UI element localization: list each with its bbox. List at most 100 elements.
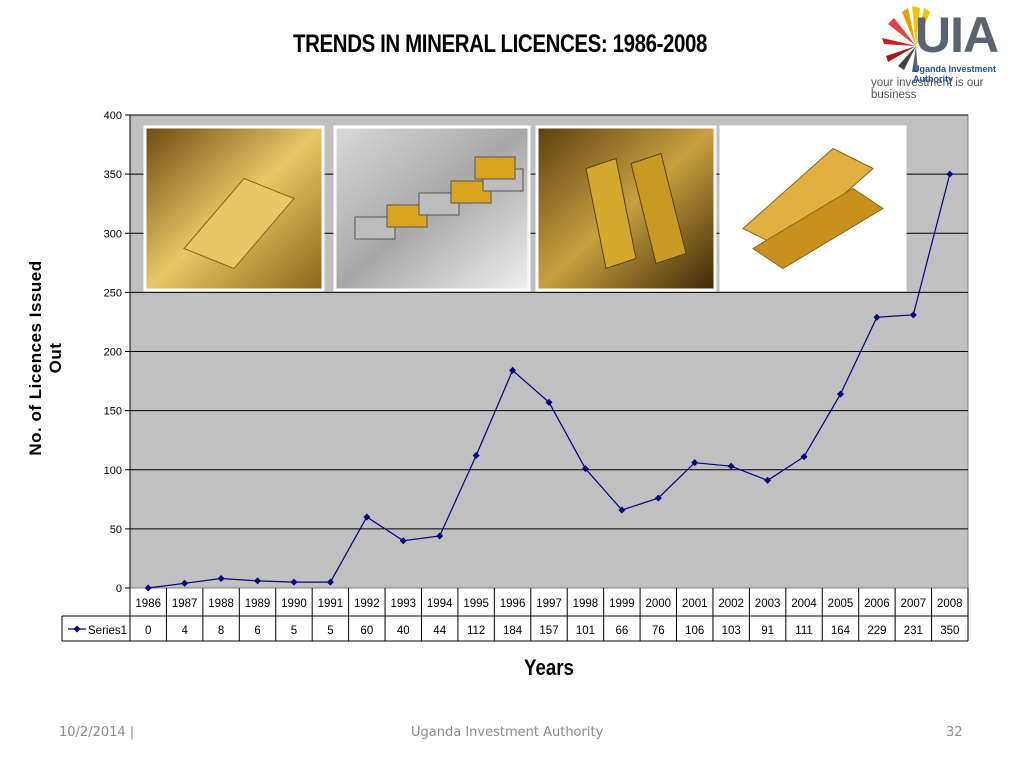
data-table-value: 76 — [652, 625, 665, 637]
x-tick-label: 1998 — [573, 598, 599, 610]
x-tick-label: 2000 — [646, 598, 672, 610]
uia-logo — [868, 2, 1020, 92]
logo-subtitle: Uganda Investment Authority — [913, 64, 997, 84]
y-tick-label: 150 — [104, 406, 122, 418]
data-point — [363, 513, 371, 521]
x-tick-label: 1995 — [463, 598, 489, 610]
data-table-value: 112 — [467, 625, 485, 637]
x-tick-label: 2006 — [864, 598, 890, 610]
x-tick-label: 2002 — [718, 598, 744, 610]
x-tick-label: 1992 — [354, 598, 380, 610]
data-point — [800, 453, 808, 461]
data-point — [836, 390, 844, 398]
data-table-value: 231 — [904, 625, 923, 637]
x-tick-label: 1993 — [390, 598, 416, 610]
gold-bars-stack-photo-icon — [535, 125, 717, 292]
data-table-value: 111 — [795, 625, 812, 637]
data-table-value: 40 — [397, 625, 410, 637]
x-tick-label: 1994 — [427, 598, 453, 610]
data-table-value: 0 — [145, 625, 151, 637]
data-table-value: 4 — [181, 625, 188, 637]
data-table-value: 164 — [831, 625, 851, 637]
y-tick-label: 0 — [116, 583, 122, 595]
data-point — [436, 532, 444, 540]
data-point — [326, 578, 334, 586]
data-point — [764, 476, 772, 484]
data-point — [581, 465, 589, 473]
data-point — [691, 459, 699, 467]
y-tick-label: 200 — [104, 347, 122, 359]
y-tick-label: 350 — [104, 169, 122, 181]
data-table-value: 66 — [615, 625, 628, 637]
data-table-value: 6 — [254, 625, 260, 637]
x-tick-label: 2008 — [937, 598, 963, 610]
data-table-value: 8 — [218, 625, 224, 637]
logo-text: UIA — [915, 7, 999, 63]
slide-title: TRENDS IN MINERAL LICENCES: 1986-2008 — [293, 30, 707, 58]
data-point — [909, 311, 917, 319]
legend-marker — [73, 625, 81, 633]
data-table-value: 5 — [327, 625, 333, 637]
footer-org: Uganda Investment Authority — [411, 725, 604, 740]
footer-page-number: 32 — [946, 725, 963, 740]
x-tick-label: 1996 — [500, 598, 526, 610]
series-layer — [144, 170, 954, 592]
data-point — [290, 578, 298, 586]
data-point — [618, 506, 626, 514]
data-table-value: 157 — [539, 625, 558, 637]
y-axis-label: No. of Licences Issued Out — [26, 260, 65, 456]
data-point — [254, 577, 262, 585]
y-axis: 0 50 100 150 200 250 300 350 400 — [104, 110, 131, 595]
data-table-value: 350 — [940, 625, 959, 637]
data-point — [144, 584, 152, 592]
silver-gold-bars-photo-icon — [333, 125, 531, 292]
data-point — [217, 575, 225, 583]
x-tick-label: 1990 — [281, 598, 307, 610]
data-table-value: 184 — [503, 625, 523, 637]
x-tick-label: 2007 — [901, 598, 927, 610]
data-point — [545, 398, 553, 406]
x-tick-label: 2005 — [828, 598, 854, 610]
gold-bars-white-photo-icon — [719, 125, 907, 292]
data-point — [509, 366, 517, 374]
data-table-value: 106 — [685, 625, 704, 637]
data-table-value: 5 — [291, 625, 297, 637]
x-tick-label: 1997 — [536, 598, 562, 610]
data-point — [873, 313, 881, 321]
y-tick-label: 400 — [104, 110, 122, 122]
y-tick-label: 250 — [104, 287, 122, 299]
logo-rays-icon — [882, 6, 930, 72]
data-point — [946, 170, 954, 178]
y-tick-label: 100 — [104, 465, 122, 477]
data-table-value: 60 — [360, 625, 373, 637]
data-table-value: 229 — [867, 625, 886, 637]
y-tick-label: 50 — [110, 524, 122, 536]
data-point — [399, 537, 407, 545]
data-point — [472, 452, 480, 460]
data-table-value: 44 — [433, 625, 446, 637]
x-tick-label: 1986 — [135, 598, 161, 610]
photo-strip — [143, 125, 907, 292]
x-tick-label: 1989 — [245, 598, 271, 610]
x-tick-label: 1987 — [172, 598, 198, 610]
data-table-value: 91 — [761, 625, 774, 637]
x-axis-label: Years — [524, 657, 574, 681]
y-tick-label: 300 — [104, 228, 122, 240]
footer-date: 10/2/2014 | — [59, 725, 135, 740]
data-point — [727, 462, 735, 470]
x-tick-label: 1991 — [318, 598, 344, 610]
logo-tagline: your investment is our business — [871, 77, 984, 101]
gold-bar-photo-icon — [143, 125, 325, 292]
legend-label: Series1 — [88, 625, 127, 637]
x-tick-label: 2001 — [682, 598, 708, 610]
x-tick-label: 2003 — [755, 598, 781, 610]
x-tick-label: 1999 — [609, 598, 635, 610]
data-table-value: 101 — [576, 625, 595, 637]
x-tick-label: 1988 — [208, 598, 234, 610]
data-point — [181, 579, 189, 587]
data-table-value: 103 — [722, 625, 741, 637]
x-tick-label: 2004 — [791, 598, 817, 610]
data-table: 1986 1987 1988 1989 1990 1991 1992 1993 1994 1995… — [61, 588, 969, 642]
data-point — [654, 494, 662, 502]
